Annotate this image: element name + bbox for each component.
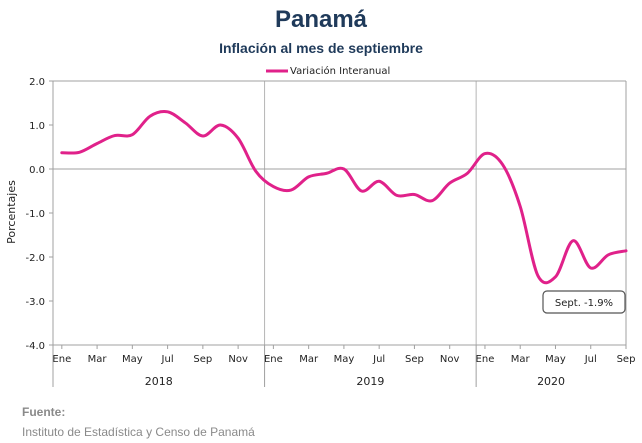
x-tick-label: May [122, 354, 143, 365]
chart-subtitle: Inflación al mes de septiembre [219, 40, 423, 56]
year-label: 2019 [356, 375, 384, 388]
x-tick-label: Mar [299, 354, 319, 365]
grid [264, 81, 477, 345]
y-tick-label: -1.0 [25, 209, 45, 220]
axes [52, 80, 627, 346]
year-label: 2018 [145, 375, 173, 388]
y-tick-label: 2.0 [29, 77, 45, 88]
y-tick-label: 0.0 [29, 165, 45, 176]
x-tick-label: Ene [264, 354, 283, 365]
year-labels: 2018 2019 2020 [52, 345, 565, 388]
x-tick-label: May [334, 354, 355, 365]
x-tick-label: May [545, 354, 566, 365]
y-axis-label: Porcentajes [5, 180, 18, 244]
y-tick-label: -2.0 [25, 253, 45, 264]
year-label: 2020 [537, 375, 565, 388]
x-tick-label: Sep [193, 354, 212, 365]
x-tick-label: Mar [88, 354, 108, 365]
x-tick-label: Sep [617, 354, 636, 365]
x-axis-ticks: Ene Mar May Jul Sep Nov Ene Mar May Jul Sep Nov Ene M… [52, 345, 635, 365]
series-line-variacion-interanual [60, 109, 628, 285]
x-tick-label: Jul [372, 354, 385, 365]
x-tick-label: Ene [476, 354, 495, 365]
x-tick-label: Jul [161, 354, 174, 365]
annotation-callout: Sept. -1.9% [542, 290, 626, 314]
y-tick-label: -4.0 [25, 341, 45, 352]
annotation-text: Sept. -1.9% [555, 298, 613, 309]
legend: Variación Interanual [266, 65, 390, 77]
y-axis-ticks: 2.0 1.0 0.0 -1.0 -2.0 -3.0 -4.0 [25, 77, 53, 352]
x-tick-label: Jul [584, 354, 597, 365]
x-tick-label: Sep [405, 354, 424, 365]
x-tick-label: Nov [228, 354, 248, 365]
chart-title: Panamá [275, 6, 368, 33]
y-tick-label: -3.0 [25, 297, 45, 308]
source-label: Fuente: [22, 405, 65, 419]
annotation-box [542, 290, 626, 314]
legend-label: Variación Interanual [290, 65, 390, 77]
x-tick-label: Nov [440, 354, 460, 365]
x-tick-label: Mar [511, 354, 531, 365]
y-tick-label: 1.0 [29, 121, 45, 132]
x-tick-label: Ene [52, 354, 71, 365]
source-text: Instituto de Estadística y Censo de Pana… [22, 425, 255, 439]
